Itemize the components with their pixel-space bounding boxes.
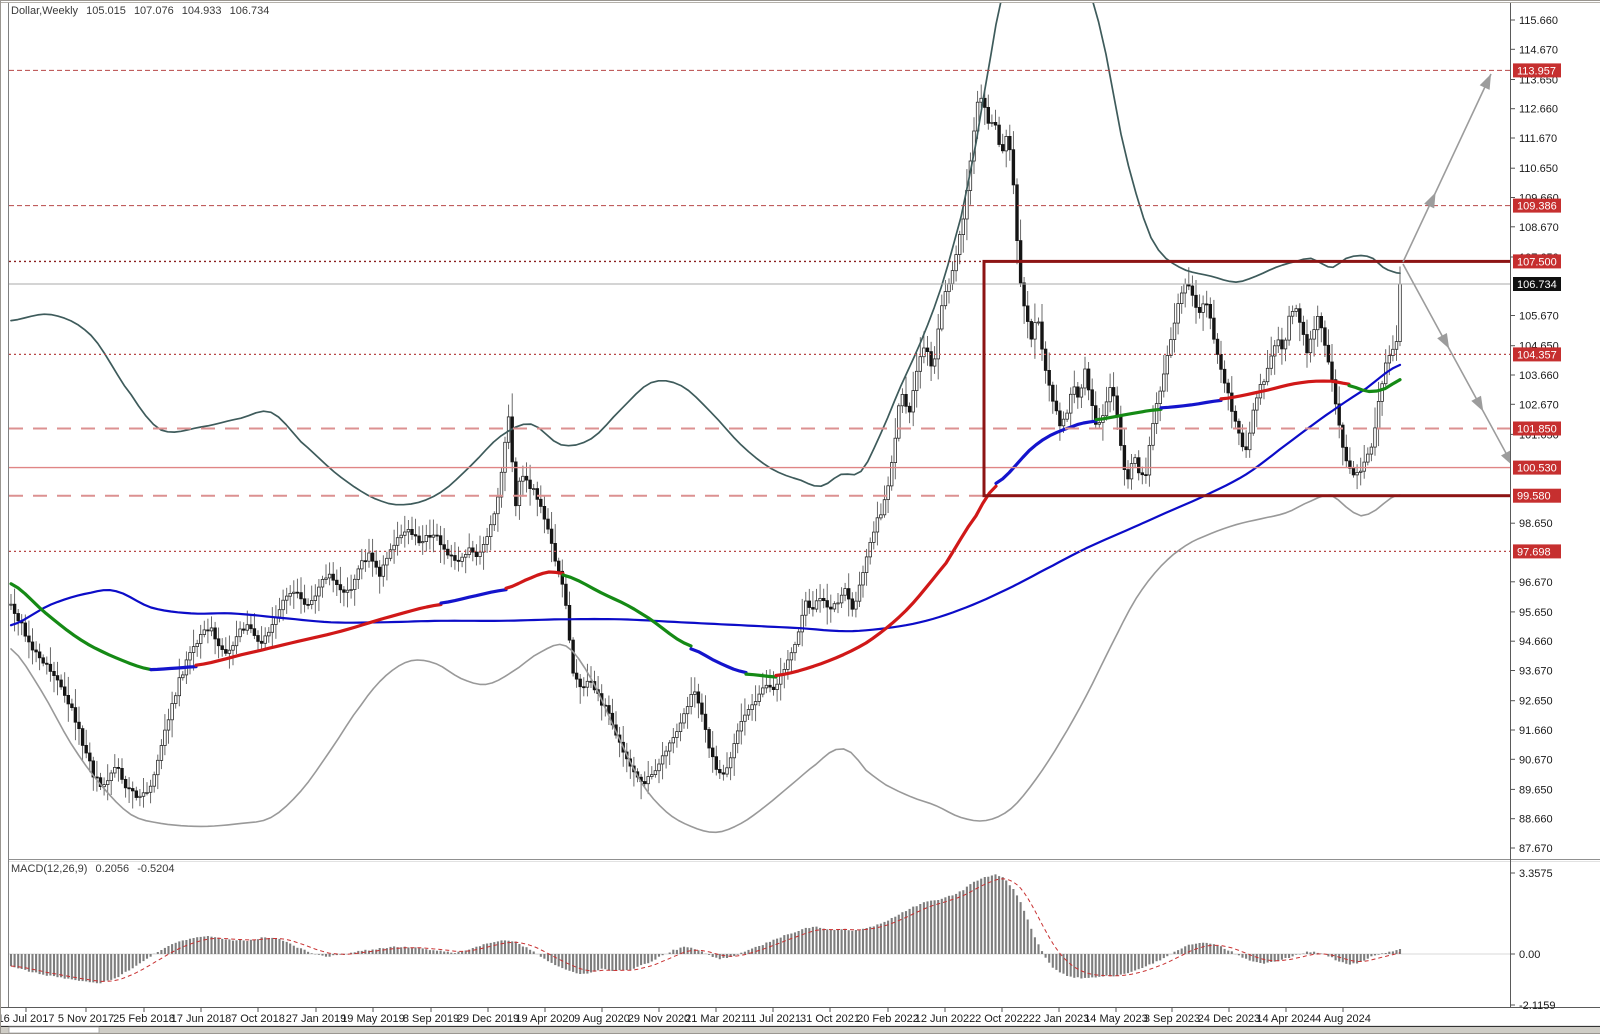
projection-arrow-down[interactable] xyxy=(1402,263,1513,466)
date-tick-label: 19 Apr 2020 xyxy=(515,1013,574,1025)
date-tick-label: 29 Nov 2020 xyxy=(628,1013,690,1025)
price-tick-label: 91.660 xyxy=(1519,725,1553,737)
macd-signal-value: -0.5204 xyxy=(137,863,175,875)
price-tick-label: 112.660 xyxy=(1519,104,1558,116)
svg-text:107.500: 107.500 xyxy=(1517,256,1557,268)
symbol-ohlc-readout: Dollar,Weekly 105.015 107.076 104.933 10… xyxy=(11,5,274,17)
date-tick-label: 2 Oct 2022 xyxy=(975,1013,1029,1025)
svg-text:97.698: 97.698 xyxy=(1517,546,1551,558)
svg-text:106.734: 106.734 xyxy=(1517,279,1557,291)
high-value: 107.076 xyxy=(133,5,174,17)
projection-arrow-up[interactable] xyxy=(1402,73,1492,263)
svg-text:101.850: 101.850 xyxy=(1517,424,1557,436)
date-tick-label: 16 Jul 2017 xyxy=(1,1013,54,1025)
price-tick-label: 102.670 xyxy=(1519,399,1559,411)
svg-text:104.357: 104.357 xyxy=(1517,349,1557,361)
price-tick-label: 110.650 xyxy=(1519,163,1558,175)
date-tick-label: 19 May 2019 xyxy=(341,1013,405,1025)
price-tag-101.850: 101.850 xyxy=(1513,421,1561,436)
date-tick-label: 25 Feb 2018 xyxy=(113,1013,175,1025)
price-tick-label: 114.670 xyxy=(1519,44,1558,56)
price-tick-label: 93.670 xyxy=(1519,666,1553,678)
date-tick-label: 3 Sep 2023 xyxy=(1144,1013,1200,1025)
date-tick-label: 8 Sep 2019 xyxy=(403,1013,459,1025)
date-tick-label: 4 Aug 2024 xyxy=(1315,1013,1371,1025)
macd-tick-label: 3.3575 xyxy=(1519,868,1553,880)
ma-fast-multicolor-line xyxy=(9,378,1402,679)
price-tick-label: 111.670 xyxy=(1519,133,1557,145)
price-tag-107.500: 107.500 xyxy=(1513,254,1561,269)
date-tick-label: 14 Apr 2024 xyxy=(1256,1013,1315,1025)
svg-text:113.957: 113.957 xyxy=(1517,65,1556,77)
main-price-panel[interactable] xyxy=(9,1,1513,834)
date-tick-label: 9 Aug 2020 xyxy=(574,1013,630,1025)
price-tick-label: 87.670 xyxy=(1519,843,1553,855)
price-tick-label: 103.660 xyxy=(1519,370,1559,382)
date-tick-label: 31 Oct 2021 xyxy=(800,1013,860,1025)
macd-tick-label: 0.00 xyxy=(1519,949,1540,961)
close-value: 106.734 xyxy=(229,5,270,17)
price-tick-label: 108.670 xyxy=(1519,222,1559,234)
support-resistance-levels[interactable] xyxy=(9,69,1510,553)
consolidation-rectangle[interactable] xyxy=(982,259,1513,498)
date-tick-label: 24 Dec 2023 xyxy=(1198,1013,1260,1025)
price-tick-label: 95.650 xyxy=(1519,607,1553,619)
macd-histogram xyxy=(9,874,1402,984)
price-tick-label: 98.650 xyxy=(1519,518,1553,530)
macd-indicator-readout: MACD(12,26,9) 0.2056 -0.5204 xyxy=(11,863,180,875)
price-tick-label: 115.660 xyxy=(1519,15,1558,27)
price-tag-104.357: 104.357 xyxy=(1513,347,1561,362)
date-tick-label: 20 Feb 2022 xyxy=(857,1013,919,1025)
date-tick-label: 22 Jan 2023 xyxy=(1029,1013,1090,1025)
candles-layer xyxy=(9,84,1402,809)
price-tick-label: 94.660 xyxy=(1519,636,1553,648)
price-tag-113.957: 113.957 xyxy=(1513,63,1561,78)
date-tick-label: 29 Dec 2019 xyxy=(457,1013,519,1025)
date-tick-label: 21 Mar 2021 xyxy=(685,1013,747,1025)
scrollbar-thumb[interactable] xyxy=(8,1026,100,1033)
symbol-period-label: Dollar,Weekly xyxy=(11,5,79,17)
date-tick-label: 14 May 2023 xyxy=(1084,1013,1148,1025)
price-tick-label: 90.670 xyxy=(1519,754,1553,766)
price-tag-100.530: 100.530 xyxy=(1513,460,1561,475)
price-tick-label: 105.670 xyxy=(1519,311,1559,323)
price-tag-99.580: 99.580 xyxy=(1513,488,1561,503)
low-value: 104.933 xyxy=(181,5,222,17)
date-tick-label: 5 Nov 2017 xyxy=(58,1013,114,1025)
date-tick-label: 27 Jan 2019 xyxy=(286,1013,347,1025)
svg-text:100.530: 100.530 xyxy=(1517,463,1557,475)
date-tick-label: 7 Oct 2018 xyxy=(231,1013,285,1025)
macd-tick-label: -2.1159 xyxy=(1519,1000,1556,1012)
ma-slow-blue-line xyxy=(9,363,1402,633)
price-tick-label: 92.650 xyxy=(1519,696,1553,708)
price-tick-label: 113.650 xyxy=(1519,75,1558,87)
svg-text:99.580: 99.580 xyxy=(1517,491,1551,503)
band-upper-line xyxy=(10,3,1401,506)
macd-signal-line xyxy=(10,878,1401,982)
price-tick-label: 96.670 xyxy=(1519,577,1553,589)
price-tag-109.386: 109.386 xyxy=(1513,198,1561,213)
open-value: 105.015 xyxy=(86,5,126,17)
date-tick-label: 11 Jul 2021 xyxy=(745,1013,801,1025)
macd-label: MACD(12,26,9) xyxy=(11,863,88,875)
price-tick-label: 88.660 xyxy=(1519,814,1553,826)
price-tag-106.734: 106.734 xyxy=(1513,277,1561,291)
band-lower-line xyxy=(10,494,1401,834)
svg-text:109.386: 109.386 xyxy=(1517,201,1557,213)
macd-panel[interactable] xyxy=(9,874,1510,984)
horizontal-scrollbar[interactable] xyxy=(1,1026,1600,1033)
price-axis[interactable]: 115.660 114.670 113.650 112.660 111.670 110.6… xyxy=(1510,3,1600,1012)
macd-main-value: 0.2056 xyxy=(95,863,130,875)
date-tick-label: 17 Jun 2018 xyxy=(171,1013,232,1025)
price-tick-label: 89.650 xyxy=(1519,784,1553,796)
price-tag-97.698: 97.698 xyxy=(1513,544,1561,559)
date-tick-label: 12 Jun 2022 xyxy=(915,1013,976,1025)
